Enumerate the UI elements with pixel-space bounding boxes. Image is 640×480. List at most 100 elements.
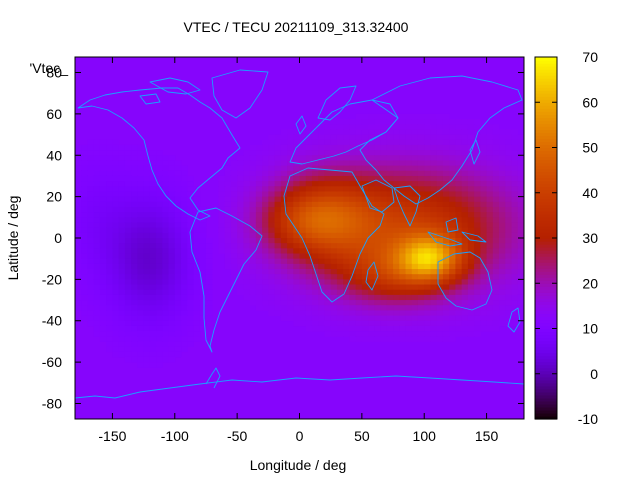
heatmap-cell [299, 191, 307, 198]
heatmap-cell [193, 232, 201, 239]
heatmap-cell [124, 191, 132, 198]
heatmap-cell [249, 175, 257, 182]
heatmap-cell [318, 196, 325, 203]
heatmap-cell [318, 258, 325, 265]
heatmap-cell [361, 165, 369, 172]
heatmap-cell [287, 243, 294, 249]
heatmap-cell [118, 269, 126, 275]
heatmap-cell [162, 341, 169, 347]
heatmap-cell [511, 191, 519, 198]
heatmap-cell [380, 165, 388, 172]
heatmap-cell [124, 248, 132, 254]
heatmap-cell [411, 201, 419, 208]
heatmap-cell [168, 232, 176, 239]
x-tick-label: -150 [98, 428, 126, 444]
heatmap-cell [93, 253, 101, 260]
heatmap-cell [99, 263, 107, 270]
heatmap-cell [75, 160, 82, 166]
heatmap-cell [399, 160, 406, 166]
heatmap-cell [293, 258, 300, 265]
heatmap-cell [293, 294, 300, 301]
heatmap-cell [112, 181, 120, 187]
heatmap-cell [311, 217, 319, 223]
heatmap-cell [386, 150, 394, 156]
heatmap-cell [262, 170, 269, 177]
heatmap-cell [355, 227, 363, 234]
heatmap-cell [118, 160, 126, 166]
heatmap-cell [405, 227, 413, 234]
heatmap-cell [106, 300, 113, 306]
heatmap-cell [511, 160, 519, 166]
heatmap-cell [380, 243, 388, 249]
heatmap-cell [442, 212, 450, 218]
heatmap-cell [118, 175, 126, 182]
heatmap-cell [436, 124, 444, 130]
heatmap-cell [449, 196, 456, 203]
heatmap-cell [243, 227, 251, 234]
coastline-layer [75, 69, 524, 399]
coastline-indonesia [427, 217, 487, 247]
heatmap-cell [187, 310, 194, 316]
heatmap-cell [118, 294, 126, 301]
heatmap-cell [137, 191, 144, 198]
heatmap-cell [299, 222, 307, 229]
heatmap-cell [480, 243, 487, 249]
heatmap-cell [274, 201, 282, 208]
heatmap-cell [162, 325, 169, 332]
heatmap-cell [405, 279, 413, 285]
heatmap-cell [124, 351, 132, 358]
heatmap-cell [81, 196, 88, 203]
heatmap-cell [436, 248, 444, 254]
heatmap-cell [380, 191, 388, 198]
heatmap-cell [467, 124, 475, 130]
heatmap-cell [343, 284, 350, 291]
heatmap-cell [424, 191, 431, 198]
heatmap-cell [237, 181, 244, 187]
heatmap-cell [492, 134, 500, 141]
heatmap-cell [149, 289, 157, 296]
heatmap-cell [474, 160, 481, 166]
heatmap-cell [492, 232, 500, 239]
y-tick-label: 60 [46, 106, 62, 122]
heatmap-cell [243, 243, 251, 249]
heatmap-cell [168, 248, 176, 254]
heatmap-cell [380, 134, 388, 141]
heatmap-cell [393, 155, 400, 161]
heatmap-cell [262, 232, 269, 239]
heatmap-cell [430, 279, 438, 285]
heatmap-cell [293, 150, 300, 156]
heatmap-cell [262, 196, 269, 203]
heatmap-cell [343, 279, 350, 285]
heatmap-cell [368, 175, 375, 182]
heatmap-cell [137, 336, 144, 342]
heatmap-cell [324, 227, 332, 234]
heatmap-cell [230, 248, 238, 254]
heatmap-cell [124, 227, 132, 234]
heatmap-cell [349, 124, 357, 130]
heatmap-cell [455, 294, 463, 301]
heatmap-cell [137, 206, 144, 213]
heatmap-cell [442, 331, 450, 337]
heatmap-cell [168, 170, 176, 177]
heatmap-cell [436, 315, 444, 322]
heatmap-cell [268, 212, 275, 218]
heatmap-cell [187, 263, 194, 270]
heatmap-cell [399, 279, 406, 285]
heatmap-cell [249, 289, 257, 296]
heatmap-cell [131, 232, 138, 239]
heatmap-cell [243, 253, 251, 260]
heatmap-cell [143, 201, 151, 208]
heatmap-cell [430, 134, 438, 141]
heatmap-cell [343, 150, 350, 156]
heatmap-cell [118, 232, 126, 239]
colorbar-strip [535, 216, 557, 221]
heatmap-cell [436, 139, 444, 146]
heatmap-cell [118, 186, 126, 192]
heatmap-cell [330, 222, 338, 229]
heatmap-cell [137, 325, 144, 332]
heatmap-cell [442, 232, 450, 239]
heatmap-cell [480, 124, 487, 130]
heatmap-cell [311, 300, 319, 306]
heatmap-cell [349, 269, 357, 275]
heatmap-cell [112, 150, 120, 156]
